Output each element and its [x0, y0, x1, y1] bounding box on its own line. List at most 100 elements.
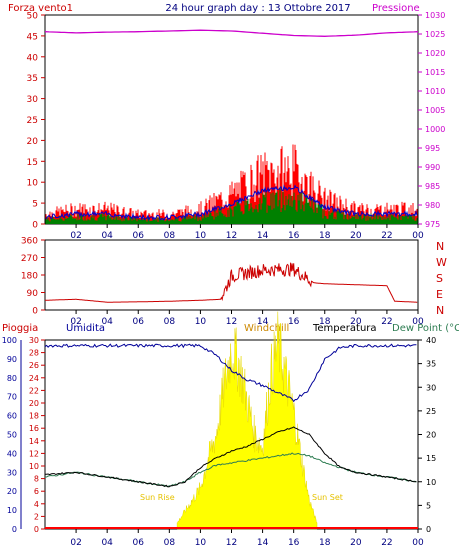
pressure-tick-label: 985: [425, 182, 440, 191]
rain-tick-label: 16: [29, 424, 39, 433]
x-tick-label: 08: [164, 231, 176, 241]
temperature-tick-label: 35: [426, 360, 436, 369]
temperature-tick-label: 10: [426, 478, 436, 487]
humidity-tick-label: 10: [7, 506, 17, 515]
pressure-tick-label: 1020: [425, 49, 445, 58]
legend-temperatura: Temperatura: [312, 323, 377, 334]
wind-tick-label: 30: [27, 95, 39, 105]
compass-letter: N: [436, 240, 444, 253]
x-tick-label: 20: [350, 231, 362, 241]
temperature-tick-label: 30: [426, 383, 436, 392]
temperature-tick-label: 25: [426, 407, 436, 416]
rain-tick-label: 6: [34, 487, 39, 496]
chart-title: 24 hour graph day : 13 Ottobre 2017: [165, 3, 350, 14]
direction-tick-label: 90: [27, 289, 39, 299]
humidity-tick-label: 100: [2, 336, 17, 345]
weather-x-ticks: 02 04 06 08 10 12 14 16 18 20 22 00: [70, 529, 424, 548]
rain-tick-label: 26: [29, 361, 39, 370]
wind-average-line: [45, 184, 418, 222]
rain-tick-label: 18: [29, 412, 39, 421]
humidity-tick-label: 20: [7, 487, 17, 496]
wind-tick-label: 5: [32, 200, 38, 210]
x-tick-label: 22: [381, 231, 392, 241]
wind-tick-label: 50: [27, 12, 39, 22]
wind-tick-label: 15: [27, 158, 38, 168]
x-tick-label: 04: [101, 317, 113, 327]
rain-tick-label: 0: [34, 525, 39, 534]
humidity-tick-label: 50: [7, 431, 17, 440]
x-tick-label: 20: [350, 538, 362, 548]
humidity-tick-label: 30: [7, 468, 17, 477]
x-tick-label: 14: [257, 231, 269, 241]
x-tick-label: 20: [350, 317, 362, 327]
wind-x-ticks: 02 04 06 08 10 12 14 16 18 20 22 00: [70, 224, 424, 241]
x-tick-label: 06: [133, 317, 145, 327]
x-tick-label: 00: [412, 538, 424, 548]
x-tick-label: 02: [70, 317, 81, 327]
temperature-ticks: 0 5 10 15 20 25 30 35 40: [418, 336, 436, 534]
rain-tick-label: 12: [29, 449, 39, 458]
pressure-axis-title: Pressione: [372, 3, 420, 14]
pressure-tick-label: 990: [425, 163, 440, 172]
humidity-ticks: 0 10 20 30 40 50 60 70 80 90 100: [2, 336, 17, 534]
wind-tick-label: 40: [27, 53, 39, 63]
x-tick-label: 12: [226, 317, 237, 327]
x-tick-label: 10: [195, 317, 207, 327]
x-tick-label: 08: [164, 538, 176, 548]
pressure-tick-label: 980: [425, 201, 440, 210]
x-tick-label: 18: [319, 231, 331, 241]
wind-tick-label: 45: [27, 32, 38, 42]
pressure-tick-label: 1000: [425, 125, 445, 134]
sun-set-label: Sun Set: [312, 493, 343, 502]
rain-tick-label: 28: [29, 349, 39, 358]
humidity-tick-label: 80: [7, 374, 17, 383]
x-tick-label: 16: [288, 317, 300, 327]
x-tick-label: 12: [226, 538, 237, 548]
x-tick-label: 02: [70, 538, 81, 548]
sun-rise-label: Sun Rise: [140, 493, 175, 502]
x-tick-label: 12: [226, 231, 237, 241]
wind-tick-label: 25: [27, 116, 38, 126]
x-tick-label: 00: [412, 317, 424, 327]
compass-letter: W: [436, 256, 447, 269]
temperature-tick-label: 15: [426, 454, 436, 463]
humidity-tick-label: 60: [7, 412, 17, 421]
x-tick-label: 18: [319, 538, 331, 548]
rain-tick-label: 4: [34, 500, 39, 509]
rain-tick-label: 10: [29, 462, 39, 471]
legend-umidita: Umidita: [66, 323, 105, 334]
x-tick-label: 22: [381, 317, 392, 327]
x-tick-label: 00: [412, 231, 424, 241]
x-tick-label: 14: [257, 538, 269, 548]
x-tick-label: 18: [319, 317, 331, 327]
pressure-tick-label: 995: [425, 144, 440, 153]
x-tick-label: 06: [133, 231, 145, 241]
rain-tick-label: 2: [34, 512, 39, 521]
legend-dewpoint: Dew Point (°C: [392, 323, 459, 334]
rain-tick-label: 14: [29, 437, 39, 446]
x-tick-label: 16: [288, 538, 300, 548]
wind-tick-label: 0: [32, 221, 38, 231]
direction-tick-label: 360: [21, 237, 38, 247]
rain-tick-label: 8: [34, 475, 39, 484]
direction-x-ticks: 02 04 06 08 10 12 14 16 18 20 22 00: [70, 310, 424, 327]
wind-tick-label: 35: [27, 74, 38, 84]
pressure-tick-label: 1015: [425, 68, 445, 77]
direction-ticks: 0 90 180 270 360: [21, 237, 45, 317]
wind-tick-label: 10: [27, 179, 39, 189]
pressure-tick-label: 1025: [425, 30, 445, 39]
rain-tick-label: 24: [29, 374, 39, 383]
direction-tick-label: 0: [32, 307, 38, 317]
humidity-tick-label: 70: [7, 393, 17, 402]
x-tick-label: 08: [164, 317, 176, 327]
wind-axis-title: Forza vento1: [8, 3, 73, 14]
x-tick-label: 04: [101, 231, 113, 241]
wind-left-ticks: 0 5 10 15 20 25 30 35 40 45 50: [27, 12, 45, 231]
legend-pioggia: Pioggia: [2, 323, 38, 334]
pressure-ticks: 975 980 985 990 995 1000 1005 1010 1015 1020 1025 1…: [418, 11, 445, 229]
pressure-tick-label: 1030: [425, 11, 445, 20]
compass-letter: S: [436, 272, 443, 285]
rain-tick-label: 22: [29, 386, 39, 395]
